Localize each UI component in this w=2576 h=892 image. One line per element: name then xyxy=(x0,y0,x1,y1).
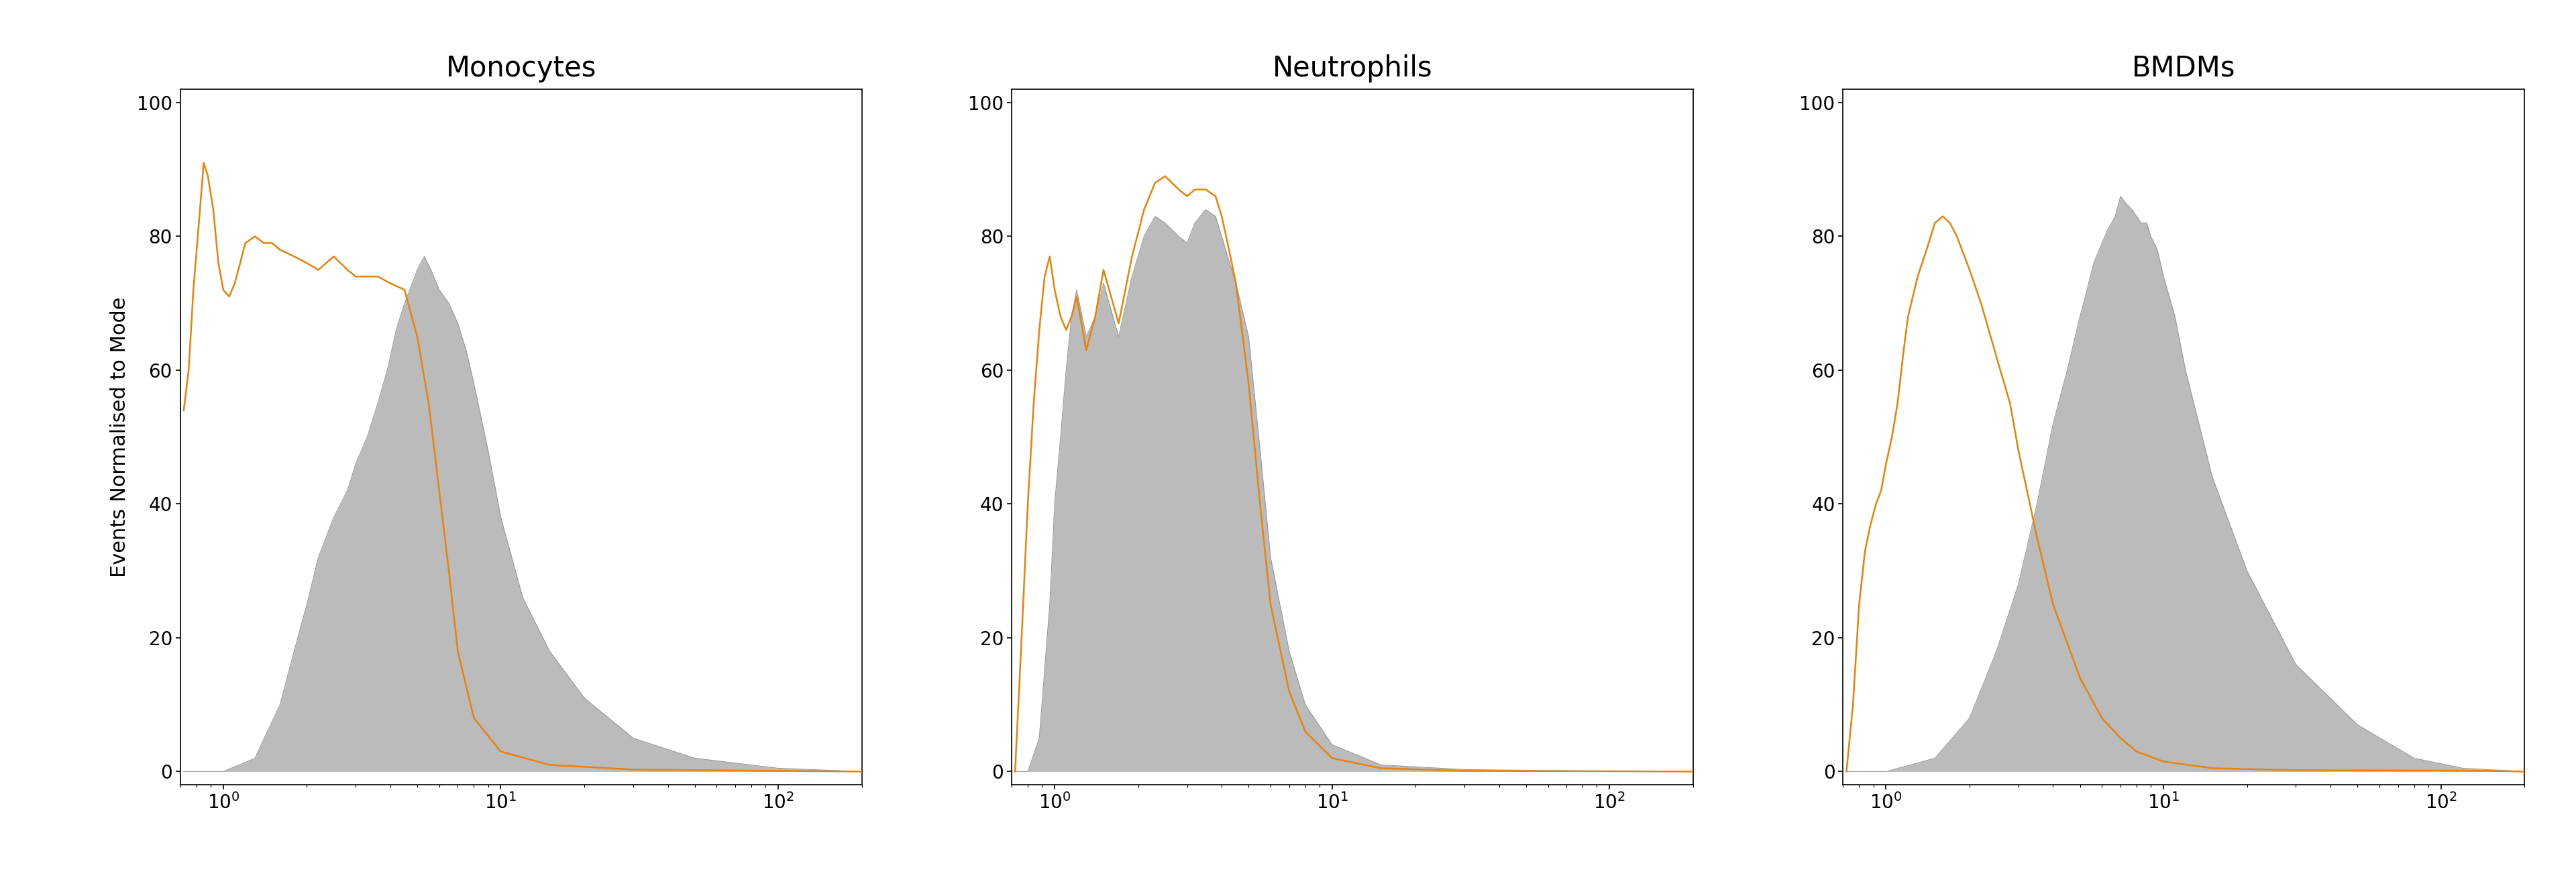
Title: Neutrophils: Neutrophils xyxy=(1273,54,1432,82)
Y-axis label: Events Normalised to Mode: Events Normalised to Mode xyxy=(111,297,129,577)
Title: BMDMs: BMDMs xyxy=(2133,54,2236,82)
Title: Monocytes: Monocytes xyxy=(446,54,595,82)
